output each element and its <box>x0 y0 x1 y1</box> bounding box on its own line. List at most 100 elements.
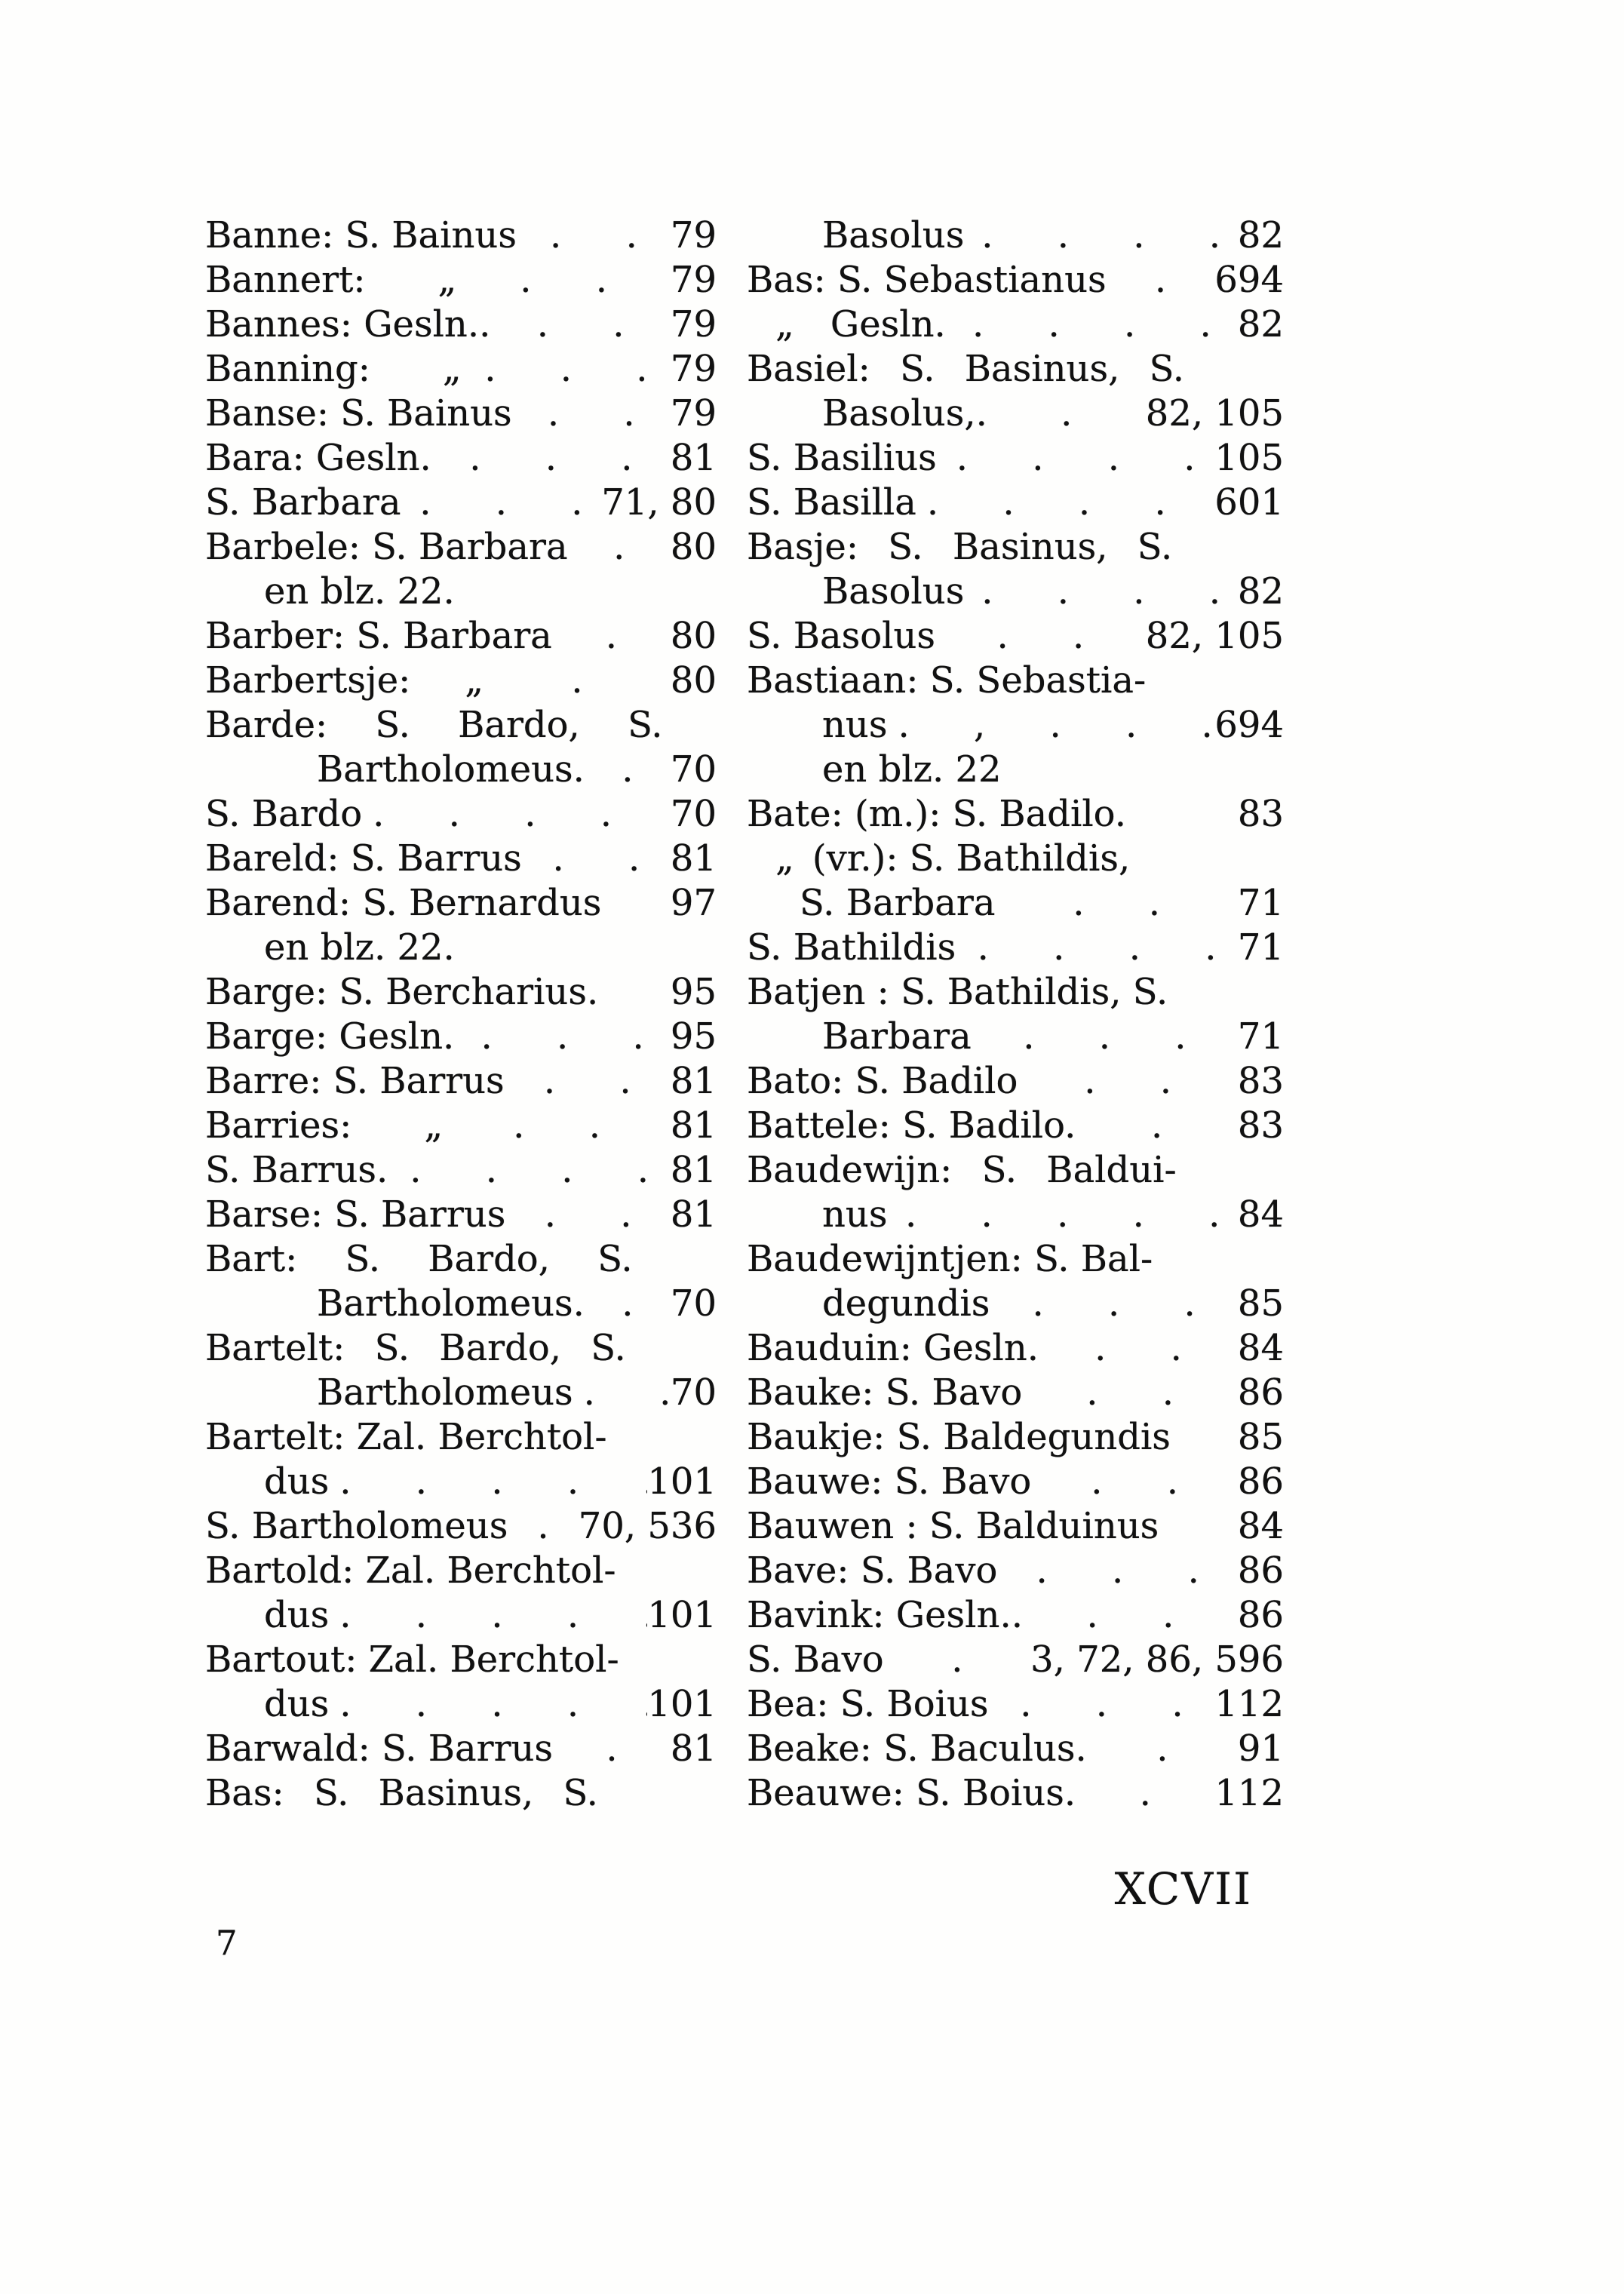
index-entry: S. Bathildis . . . . 71 <box>747 926 1284 970</box>
index-entry: Battele: S. Badilo. . 83 <box>747 1104 1284 1148</box>
index-entry: Basje: S. Basinus, S. <box>747 525 1284 570</box>
entry-leader-dots: . . <box>552 837 640 880</box>
entry-page-numbers: 86 <box>1237 1460 1284 1503</box>
index-entry: „ (vr.): S. Bathildis, <box>747 837 1284 881</box>
entry-text: Bauwe: S. Bavo <box>747 1460 1032 1503</box>
index-entry: Batjen : S. Bathildis, S. <box>747 970 1284 1015</box>
entry-page-numbers: 80 <box>670 659 717 702</box>
entry-page-numbers: 85 <box>1237 1282 1284 1325</box>
entry-page-numbers: 3, 72, 86, 596 <box>1030 1638 1284 1681</box>
entry-page-numbers: 82, 105 <box>1145 615 1284 657</box>
page-number-roman: XCVII <box>1114 1863 1252 1915</box>
entry-page-numbers: 79 <box>670 214 717 256</box>
entry-page-numbers: 70 <box>670 1282 717 1325</box>
index-entry: Barbara . . . 71 <box>747 1015 1284 1059</box>
entry-text: Banning: „ <box>205 348 462 390</box>
index-entry: Bauwen : S. Balduinus 84 <box>747 1504 1284 1549</box>
index-entry: nus . , . . . 694 <box>747 703 1284 748</box>
index-entry: en blz. 22. <box>205 570 717 614</box>
entry-text: Bauduin: Gesln. <box>747 1327 1039 1369</box>
entry-leader-dots: . . . . <box>410 1149 649 1191</box>
index-entry: Bauke: S. Bavo . . 86 <box>747 1371 1284 1415</box>
entry-page-numbers: 80 <box>670 615 717 657</box>
signature-number: 7 <box>216 1923 238 1963</box>
entry-text: S. Basolus <box>747 615 936 657</box>
entry-leader-dots: . . <box>1094 1327 1182 1369</box>
entry-leader-dots: . <box>571 659 583 702</box>
entry-page-numbers: 86 <box>1237 1549 1284 1592</box>
index-entry: Barries: „ . . 81 <box>205 1104 717 1148</box>
entry-text: Barbara <box>822 1015 972 1058</box>
entry-page-numbers: 84 <box>1237 1327 1284 1369</box>
index-entry: S. Barrus. . . . . 81 <box>205 1148 717 1193</box>
entry-text: Bareld: S. Barrus <box>205 837 522 880</box>
index-entry: Bannert: „ . . 79 <box>205 258 717 302</box>
entry-text: en blz. 22. <box>264 926 455 969</box>
index-entry: Bea: S. Boius . . . 112 <box>747 1682 1284 1727</box>
index-entry: „ Gesln. . . . . 82 <box>747 302 1284 347</box>
entry-text: Banse: S. Bainus <box>205 392 512 435</box>
entry-leader-dots: . . . . <box>977 926 1217 969</box>
entry-page-numbers: 70 <box>670 793 717 835</box>
index-entry: S. Barbara . . 71 <box>747 881 1284 926</box>
index-entry: dus . . . . . 101 <box>205 1682 717 1727</box>
entry-text: Basje: S. Basinus, S. <box>747 526 1173 568</box>
entry-leader-dots: . . . . <box>956 437 1196 479</box>
entry-text: Beake: S. Baculus. <box>747 1727 1087 1770</box>
entry-text: Barbertsje: „ <box>205 659 484 702</box>
index-entry: Basolus . . . . 82 <box>747 570 1284 614</box>
entry-text: Bart: S. Bardo, S. <box>205 1238 633 1280</box>
entry-text: „ (vr.): S. Bathildis, <box>775 837 1131 880</box>
entry-page-numbers: 84 <box>1237 1505 1284 1547</box>
entry-leader-dots: . . . . . <box>905 1193 1220 1236</box>
entry-text: Bastiaan: S. Sebastia- <box>747 659 1147 702</box>
index-entry: Bauduin: Gesln. . . 84 <box>747 1326 1284 1371</box>
entry-page-numbers: 79 <box>670 259 717 301</box>
entry-leader-dots: . <box>537 1505 549 1547</box>
entry-text: Bauwen : S. Balduinus <box>747 1505 1159 1547</box>
entry-text: Bartelt: S. Bardo, S. <box>205 1327 626 1369</box>
entry-leader-dots: . . <box>583 1371 671 1414</box>
entry-leader-dots: . <box>1139 1772 1151 1814</box>
entry-leader-dots: . . . <box>480 1015 644 1058</box>
entry-text: Beauwe: S. Boius. <box>747 1772 1076 1814</box>
entry-leader-dots: . . . <box>419 481 583 524</box>
entry-leader-dots: . <box>1061 392 1073 435</box>
entry-leader-dots: . . . <box>1023 1015 1187 1058</box>
entry-text: S. Basilla <box>747 481 916 524</box>
entry-page-numbers: 79 <box>670 392 717 435</box>
entry-text: Bartout: Zal. Berchtol- <box>205 1638 619 1681</box>
index-entry: Bareld: S. Barrus . . 81 <box>205 837 717 881</box>
entry-text: Barse: S. Barrus <box>205 1193 506 1236</box>
entry-text: nus <box>822 704 888 746</box>
entry-page-numbers: 97 <box>670 882 717 924</box>
entry-text: Baudewijn: S. Baldui- <box>747 1149 1177 1191</box>
entry-page-numbers: 85 <box>1237 1416 1284 1458</box>
index-entry: nus . . . . . 84 <box>747 1193 1284 1237</box>
entry-page-numbers: 70 <box>670 1371 717 1414</box>
index-entry: Bas: S. Sebastianus . 694 <box>747 258 1284 302</box>
index-entry: en blz. 22. <box>205 926 717 970</box>
index-entry: S. Bardo . . . . . 70 <box>205 792 717 837</box>
index-entry: Bartold: Zal. Berchtol- <box>205 1549 717 1593</box>
entry-page-numbers: 86 <box>1237 1594 1284 1636</box>
entry-leader-dots: . . . . . <box>339 1460 648 1503</box>
entry-page-numbers: 82 <box>1237 214 1284 256</box>
entry-leader-dots: . . . . <box>981 570 1221 613</box>
index-entry: Bartholomeus . . 70 <box>205 1371 717 1415</box>
entry-text: Basolus,. <box>822 392 987 435</box>
entry-text: Bavink: Gesln.. <box>747 1594 1023 1636</box>
entry-page-numbers: 112 <box>1214 1772 1284 1814</box>
entry-page-numbers: 95 <box>670 971 717 1013</box>
entry-text: en blz. 22 <box>822 748 1002 791</box>
entry-page-numbers: 83 <box>1237 1104 1284 1147</box>
entry-page-numbers: 694 <box>1214 704 1284 746</box>
index-entry: Basolus . . . . 82 <box>747 213 1284 258</box>
entry-leader-dots: . <box>605 615 617 657</box>
index-entry: Bartout: Zal. Berchtol- <box>205 1638 717 1682</box>
entry-page-numbers: 82, 105 <box>1145 392 1284 435</box>
entry-text: Banne: S. Bainus <box>205 214 517 256</box>
entry-text: Bave: S. Bavo <box>747 1549 998 1592</box>
entry-page-numbers: 81 <box>670 1060 717 1102</box>
